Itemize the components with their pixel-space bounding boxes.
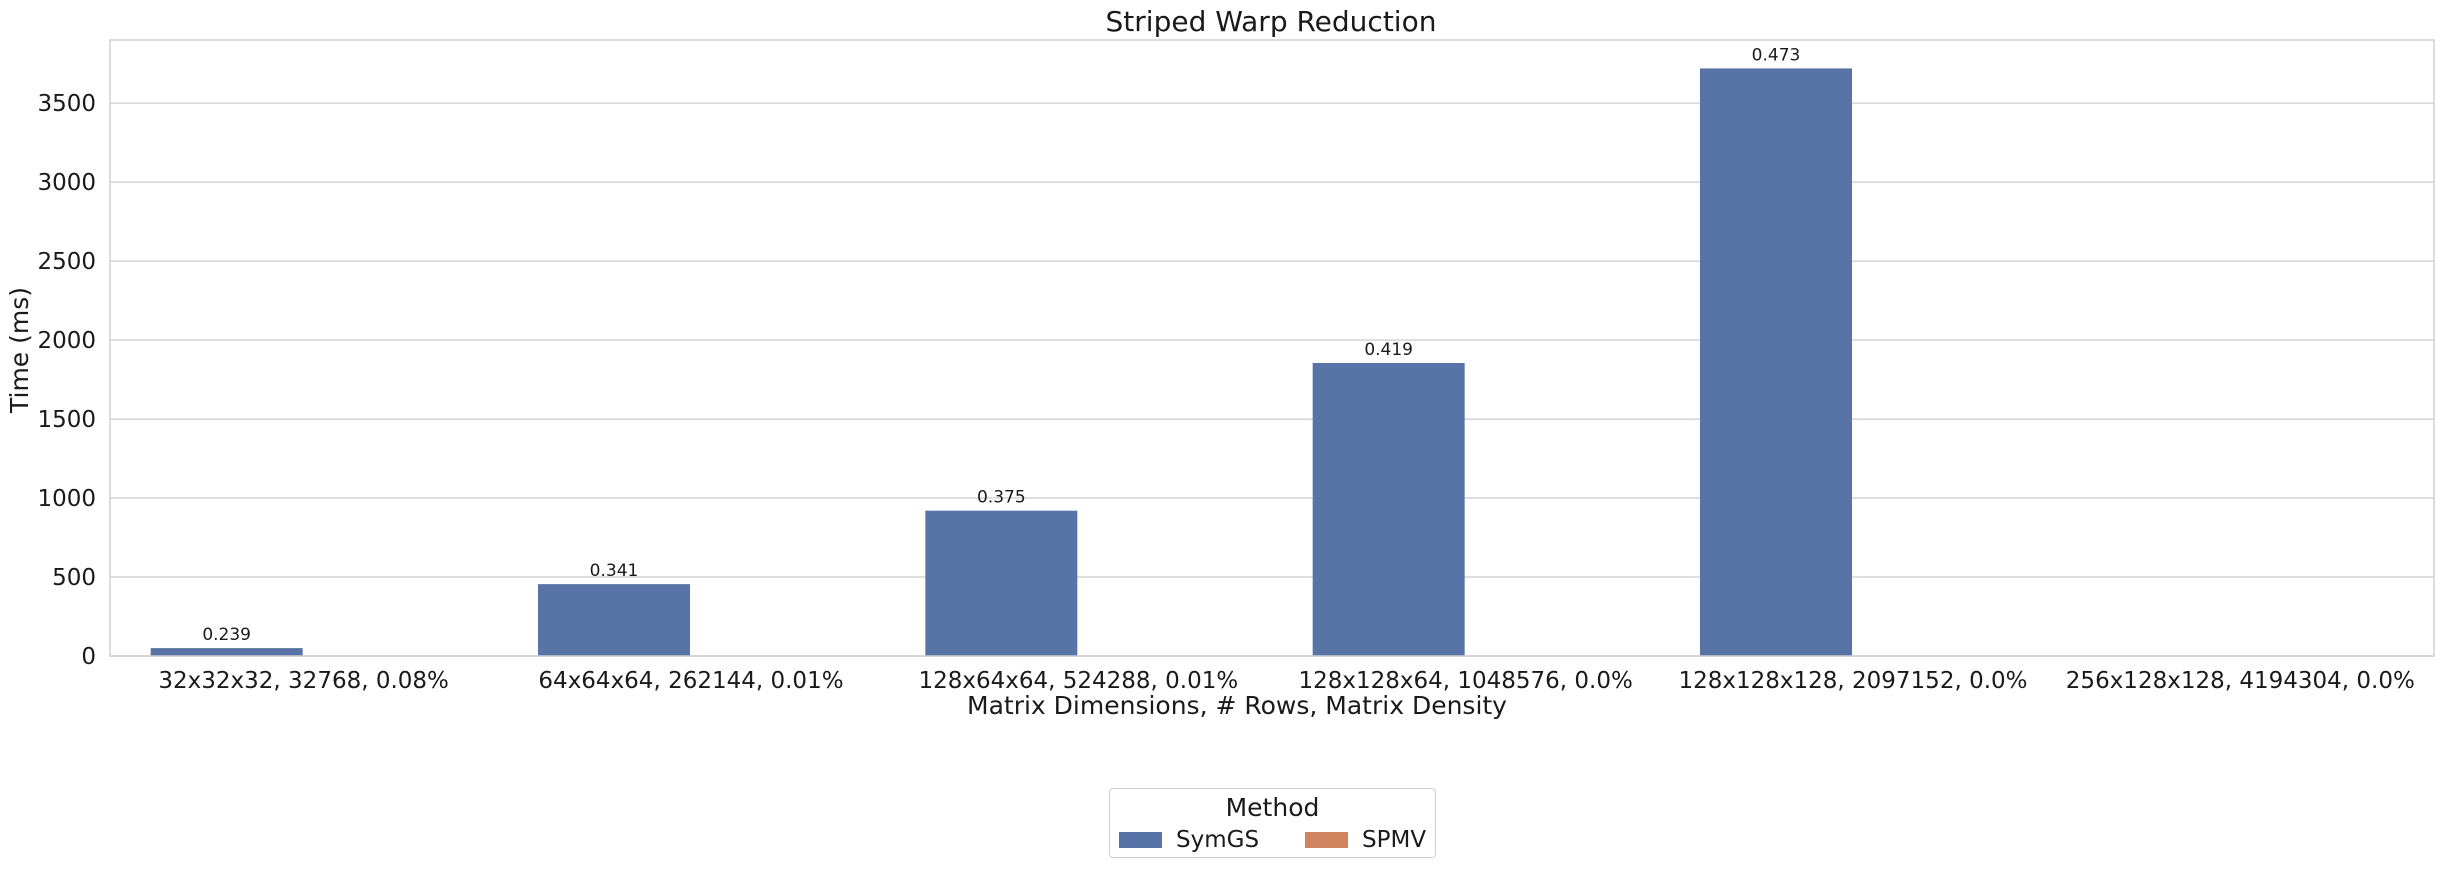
bar-symgs xyxy=(150,648,303,656)
legend-item-spmv: SPMV xyxy=(1305,827,1426,853)
legend-label-spmv: SPMV xyxy=(1362,827,1427,853)
tick-labels: 0 500 1000 1500 2000 2500 3000 3500 0.239 32x32x3… xyxy=(37,45,2414,694)
y-tick-label: 3000 xyxy=(37,170,96,196)
legend-title: Method xyxy=(1225,793,1320,822)
bars xyxy=(150,68,1852,656)
bar-data-label: 0.375 xyxy=(977,488,1026,508)
bar-data-label: 0.473 xyxy=(1752,45,1801,65)
chart-title: Striped Warp Reduction xyxy=(1106,5,1437,38)
x-tick-label: 32x32x32, 32768, 0.08% xyxy=(158,668,449,694)
x-axis-label: Matrix Dimensions, # Rows, Matrix Densit… xyxy=(967,691,1507,720)
x-tick-label: 256x128x128, 4194304, 0.0% xyxy=(2066,668,2415,694)
y-tick-label: 0 xyxy=(81,644,96,670)
y-tick-label: 1500 xyxy=(37,407,96,433)
legend-item-symgs: SymGS xyxy=(1119,827,1259,853)
legend: Method SymGS SPMV xyxy=(1109,788,1436,858)
y-tick-label: 3500 xyxy=(37,91,96,117)
plot-frame xyxy=(109,39,2435,657)
y-tick-label: 1000 xyxy=(37,486,96,512)
x-tick-label: 128x128x128, 2097152, 0.0% xyxy=(1678,668,2027,694)
y-axis-label: Time (ms) xyxy=(5,287,34,414)
bar-symgs xyxy=(538,584,690,656)
x-tick-label: 128x128x64, 1048576, 0.0% xyxy=(1298,668,1632,694)
y-tick-label: 2500 xyxy=(37,249,96,275)
bar-symgs xyxy=(1700,68,1852,656)
legend-swatch-spmv xyxy=(1305,832,1348,848)
bar-symgs xyxy=(925,510,1078,656)
y-tick-label: 2000 xyxy=(37,328,96,354)
legend-swatch-symgs xyxy=(1119,832,1162,848)
grid-lines xyxy=(110,102,2434,657)
y-tick-label: 500 xyxy=(52,565,96,591)
bar-data-label: 0.341 xyxy=(590,561,639,581)
x-tick-label: 128x64x64, 524288, 0.01% xyxy=(918,668,1238,694)
bar-symgs xyxy=(1312,363,1465,656)
bar-data-label: 0.419 xyxy=(1364,340,1413,360)
legend-label-symgs: SymGS xyxy=(1176,827,1260,853)
bar-data-label: 0.239 xyxy=(202,625,251,645)
x-tick-label: 64x64x64, 262144, 0.01% xyxy=(538,668,843,694)
